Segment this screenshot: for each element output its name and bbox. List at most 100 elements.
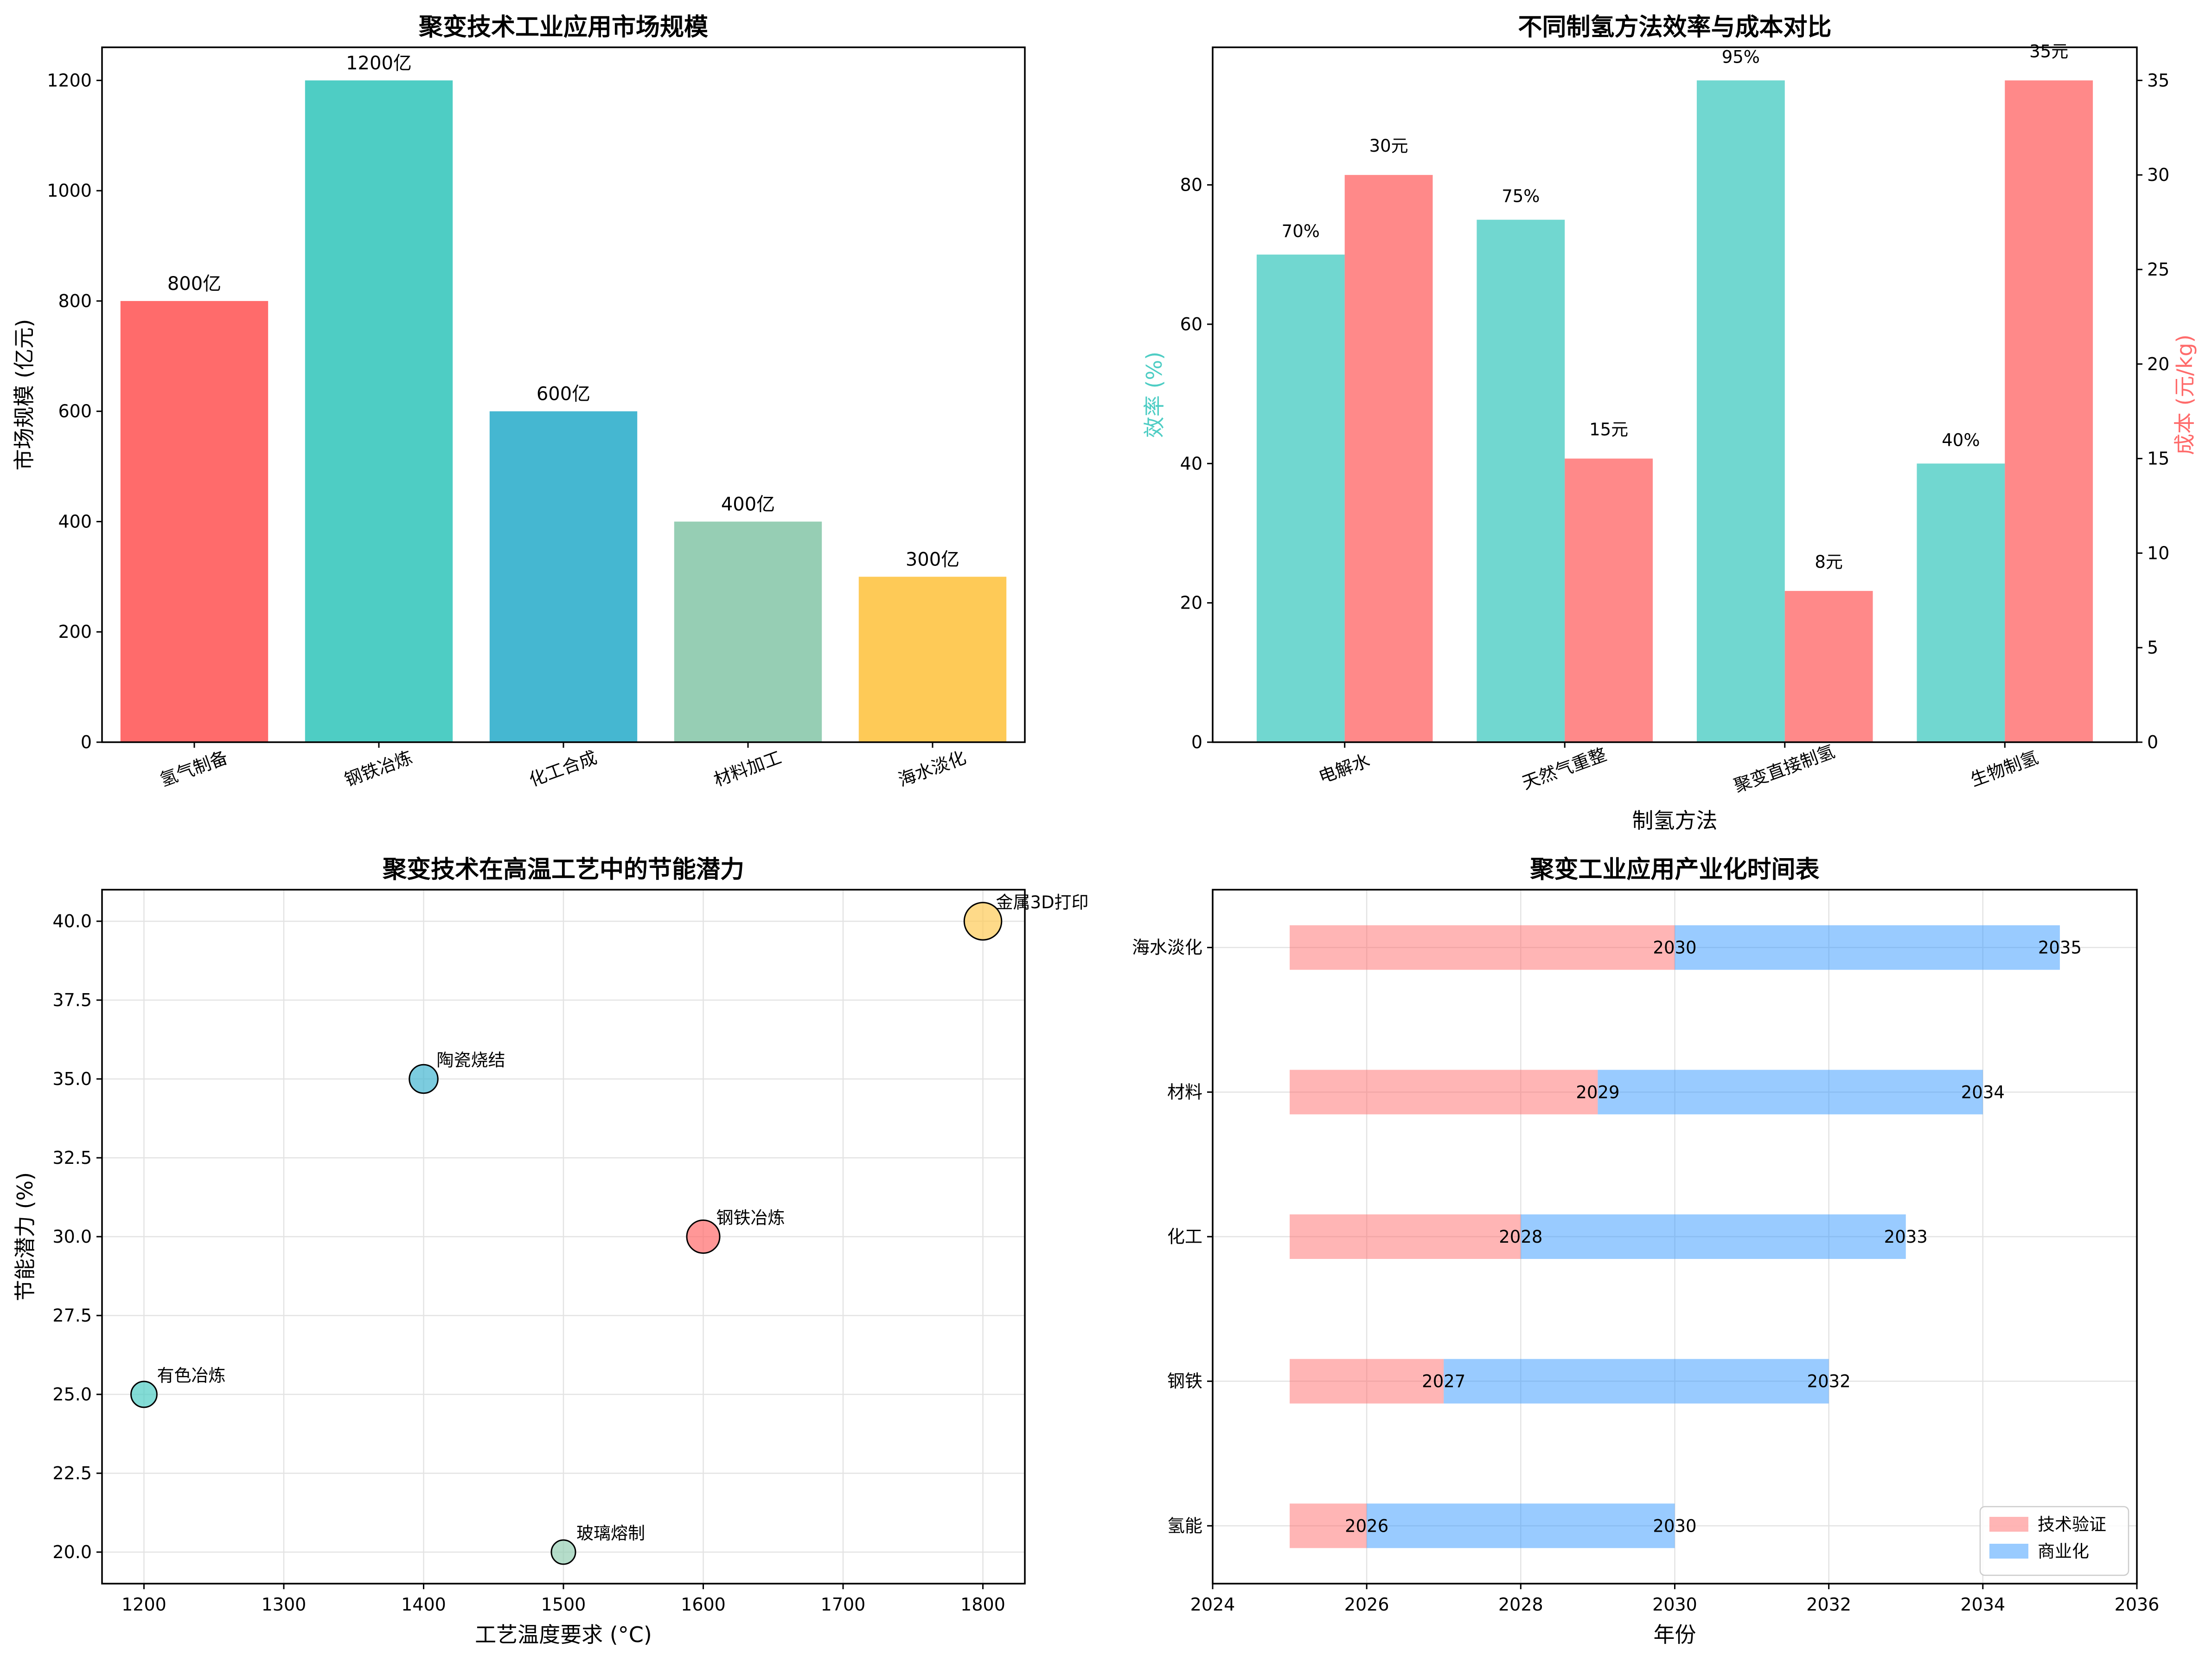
plot-frame	[1212, 889, 2138, 1585]
scatter-point	[686, 1220, 721, 1254]
point-label: 金属3D打印	[996, 892, 1089, 912]
x-tick-label: 2034	[1960, 1594, 2005, 1615]
bar-value-label: 600亿	[537, 384, 590, 405]
y-tick-label: 37.5	[52, 990, 92, 1010]
x-tick-label: 2032	[1806, 1594, 1851, 1615]
x-tick-label: 1200	[121, 1594, 166, 1615]
y-axis-label: 效率 (%)	[1142, 352, 1167, 438]
cost-value-label: 30元	[1369, 136, 1408, 156]
verify-end-label: 2028	[1499, 1227, 1542, 1247]
verify-end-label: 2026	[1345, 1516, 1388, 1536]
point-label: 钢铁冶炼	[716, 1208, 785, 1228]
x-axis-label: 工艺温度要求 (°C)	[475, 1622, 652, 1647]
y2-tick-label: 20	[2147, 354, 2169, 374]
y-tick-label: 27.5	[52, 1305, 92, 1326]
x-tick-label: 2028	[1498, 1594, 1543, 1615]
chart-title: 不同制氢方法效率与成本对比	[1518, 13, 1831, 41]
commercial-phase-bar	[1675, 925, 2060, 970]
market-bar	[305, 80, 453, 742]
y2-tick-label: 30	[2147, 165, 2169, 185]
y-tick-label: 800	[58, 291, 92, 311]
verify-end-label: 2030	[1653, 938, 1696, 958]
y2-axis-label: 成本 (元/kg)	[2172, 334, 2197, 455]
commercial-phase-bar	[1367, 1503, 1675, 1548]
x-tick-label: 2036	[2115, 1594, 2160, 1615]
cost-bar	[1784, 591, 1873, 742]
y-tick-label: 40	[1180, 453, 1202, 474]
efficiency-bar	[1696, 80, 1785, 742]
market-bar	[120, 301, 269, 742]
y2-tick-label: 25	[2147, 259, 2169, 280]
y-tick-label: 200	[58, 622, 92, 642]
point-label: 陶瓷烧结	[436, 1050, 505, 1070]
y-tick-label: 20	[1180, 593, 1202, 613]
x-axis-label: 年份	[1654, 1622, 1696, 1647]
y-tick-label: 400	[58, 511, 92, 532]
verify-phase-bar	[1290, 925, 1675, 970]
legend-swatch	[1989, 1517, 2028, 1532]
energy-saving-chart: 1200 1300 1400 1500 1600 1700 1800 20.0 22.5 25.0…	[13, 856, 1089, 1647]
x-tick-label: 材料加工	[711, 747, 784, 790]
cost-bar	[2005, 80, 2093, 742]
bar-value-label: 800亿	[167, 273, 221, 295]
x-tick-label: 1300	[262, 1594, 307, 1615]
verify-phase-bar	[1290, 1214, 1521, 1259]
x-tick-label: 1600	[681, 1594, 726, 1615]
y-tick-label: 25.0	[52, 1384, 92, 1405]
x-tick-label: 氢气制备	[157, 747, 230, 790]
y-tick-label: 海水淡化	[1132, 937, 1202, 958]
y-tick-label: 40.0	[52, 911, 92, 931]
scatter-point	[963, 902, 1003, 941]
plot-frame	[101, 46, 1026, 743]
commercial-phase-bar	[1521, 1214, 1906, 1259]
commercial-end-label: 2032	[1807, 1372, 1851, 1392]
bar-value-label: 1200亿	[346, 52, 412, 74]
y-tick-label: 20.0	[52, 1542, 92, 1562]
y-tick-label: 材料	[1167, 1082, 1202, 1102]
legend-swatch	[1989, 1544, 2028, 1559]
chart-title: 聚变技术在高温工艺中的节能潜力	[382, 856, 744, 884]
x-tick-label: 2030	[1652, 1594, 1697, 1615]
x-tick-label: 1500	[541, 1594, 586, 1615]
chart-title: 聚变技术工业应用市场规模	[418, 13, 708, 41]
verify-end-label: 2027	[1422, 1372, 1465, 1392]
plot-frame	[101, 889, 1026, 1585]
cost-value-label: 35元	[2029, 41, 2068, 61]
legend-label: 技术验证	[2038, 1515, 2106, 1534]
efficiency-value-label: 95%	[1722, 47, 1760, 67]
cost-value-label: 15元	[1589, 420, 1628, 440]
x-tick-label: 2024	[1190, 1594, 1235, 1615]
commercial-end-label: 2034	[1961, 1082, 2005, 1102]
y-tick-label: 0	[1191, 732, 1202, 752]
plot-frame	[1212, 46, 2138, 743]
x-tick-label: 天然气重整	[1519, 744, 1609, 793]
efficiency-value-label: 70%	[1282, 221, 1320, 241]
x-axis-label: 制氢方法	[1632, 808, 1718, 833]
y2-tick-label: 35	[2147, 70, 2169, 90]
commercial-end-label: 2035	[2038, 938, 2082, 958]
efficiency-value-label: 75%	[1502, 186, 1540, 206]
x-tick-label: 生物制氢	[1968, 747, 2041, 790]
y-tick-label: 1200	[47, 70, 92, 90]
efficiency-value-label: 40%	[1942, 430, 1980, 450]
y-axis-label: 市场规模 (亿元)	[12, 319, 37, 471]
y-tick-label: 60	[1180, 314, 1202, 334]
verify-phase-bar	[1290, 1359, 1444, 1404]
y-tick-label: 化工	[1167, 1226, 1202, 1247]
market-bar	[674, 521, 822, 742]
chart-title: 聚变工业应用产业化时间表	[1529, 856, 1819, 884]
scatter-point	[130, 1380, 158, 1408]
y-tick-label: 22.5	[52, 1463, 92, 1483]
verify-end-label: 2029	[1576, 1082, 1619, 1102]
y-tick-label: 0	[81, 732, 92, 752]
bar-value-label: 400亿	[721, 494, 775, 515]
bar-value-label: 300亿	[906, 549, 959, 570]
y2-tick-label: 0	[2147, 732, 2158, 752]
y-tick-label: 钢铁	[1167, 1371, 1202, 1392]
x-tick-label: 化工合成	[526, 747, 600, 790]
x-tick-label: 聚变直接制氢	[1731, 741, 1837, 796]
commercial-end-label: 2030	[1653, 1516, 1696, 1536]
y-tick-label: 32.5	[52, 1148, 92, 1168]
